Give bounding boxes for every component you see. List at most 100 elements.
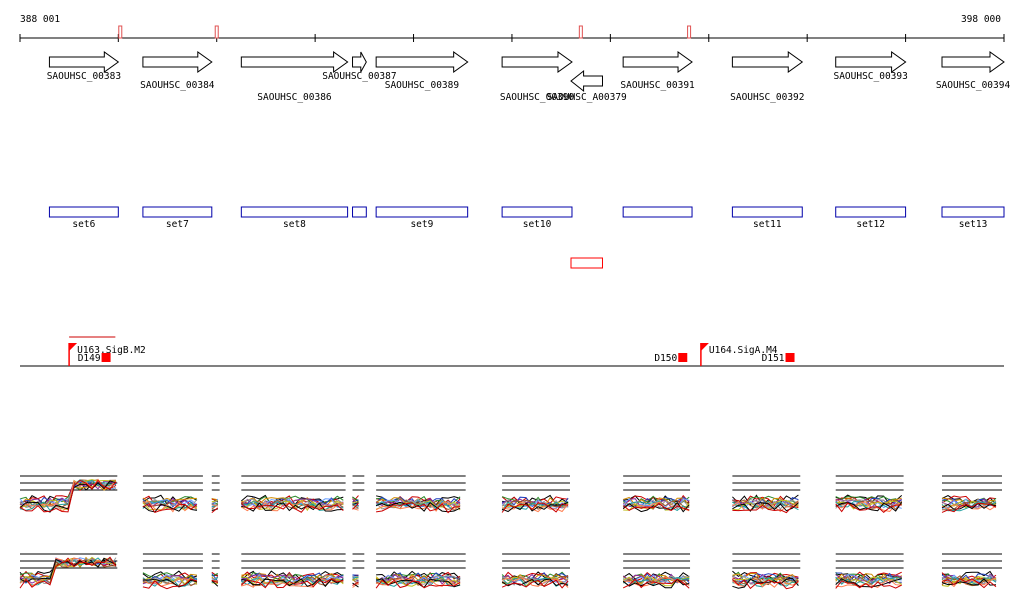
expression-line (732, 578, 799, 588)
gene-track: SAOUHSC_00383 SAOUHSC_00384 SAOUHSC_00386 S… (47, 51, 1010, 103)
terminator-marker (678, 353, 688, 362)
expression-line (732, 497, 799, 508)
expression-line (19, 556, 117, 589)
expression-line (501, 579, 569, 589)
expression-line (732, 499, 799, 511)
set-box (622, 206, 693, 218)
expression-line (241, 577, 344, 588)
terminator-label: D149 (78, 353, 101, 364)
set-box (941, 206, 1005, 218)
gene-arrow (375, 51, 469, 73)
expression-line (241, 502, 344, 512)
expression-line (352, 502, 359, 505)
promoter-label: U164.SigA.M4 (709, 345, 778, 356)
terminator-marker (785, 353, 795, 362)
promoter-label: U163.SigB.M2 (77, 345, 146, 356)
expression-line (622, 501, 690, 512)
expression-line (240, 578, 344, 589)
annotation-track: U163.SigB.M2 U164.SigA.M4 D149 D150 D151 (20, 336, 1004, 367)
expression-line (352, 574, 359, 576)
axis-highlight-mark (214, 25, 219, 39)
expression-line (352, 502, 359, 510)
expression-line (375, 576, 461, 588)
set-box (375, 206, 469, 218)
promoter-flag (69, 343, 78, 351)
expression-line (732, 501, 799, 513)
expression-line (241, 573, 344, 586)
axis-highlight-mark (578, 25, 583, 39)
axis-highlight-mark (118, 25, 123, 39)
expression-line (732, 504, 799, 514)
set-box (352, 206, 367, 218)
gene-label: SAOUHSC_00392 (730, 92, 804, 103)
expression-line (732, 579, 799, 590)
expression-line (142, 502, 198, 513)
expression-line (622, 576, 690, 587)
gene-label: SAOUHSC_00391 (620, 80, 695, 91)
gene-label: SAOUHSC_00386 (257, 92, 332, 103)
expression-line (241, 501, 344, 512)
set-label: set9 (410, 219, 433, 230)
set-box (142, 206, 213, 218)
expression-line (941, 502, 997, 513)
gene-label: SAOUHSC_00384 (140, 80, 215, 91)
set-box (240, 206, 349, 218)
terminator-label: D151 (762, 353, 785, 364)
expression-track (19, 475, 1002, 514)
gene-arrow (142, 51, 213, 73)
gene-arrow (501, 51, 573, 73)
expression-line (142, 578, 197, 587)
terminator-marker (101, 353, 111, 362)
expression-line (352, 577, 359, 581)
expression-line (352, 501, 359, 504)
red-box-track (570, 257, 603, 269)
gene-arrow (240, 51, 349, 73)
gene-label: SAOUHSC_00393 (833, 71, 907, 82)
expression-line (501, 577, 569, 588)
expression-line (835, 578, 902, 588)
expression-line (19, 479, 117, 513)
axis-start-label: 388 001 (20, 14, 60, 25)
promoter-flag (700, 343, 709, 351)
expression-line (375, 501, 461, 513)
expression-line (941, 575, 997, 587)
axis-highlight-mark (687, 25, 692, 39)
set-box (731, 206, 803, 218)
set-box (501, 206, 573, 218)
expression-line (732, 574, 799, 586)
expression-line (19, 479, 117, 509)
set-box (48, 206, 119, 218)
set-label: set11 (753, 219, 782, 230)
expression-line (622, 502, 690, 512)
coordinate-axis: 388 001 398 000 (19, 14, 1005, 42)
expression-line (732, 502, 799, 512)
set-label: set8 (283, 219, 306, 230)
expression-line (211, 580, 219, 587)
expression-line (241, 577, 344, 588)
expression-line (835, 579, 902, 588)
terminator-label: D150 (654, 353, 677, 364)
expression-line (211, 498, 218, 501)
expression-line (352, 582, 359, 588)
expression-track (19, 553, 1002, 590)
gene-arrow (48, 51, 120, 73)
expression-line (241, 574, 344, 585)
gene-arrow (570, 69, 603, 93)
expression-line (352, 581, 359, 586)
expression-line (501, 502, 569, 513)
expression-line (352, 499, 359, 503)
expression-line (211, 504, 218, 507)
expression-line (240, 495, 344, 507)
gene-arrow (731, 51, 804, 73)
gene-arrow (352, 51, 367, 73)
expression-line (19, 557, 117, 585)
expression-line (142, 494, 198, 505)
set-label: set7 (166, 219, 189, 230)
set-label: set13 (959, 219, 988, 230)
set-label: set6 (72, 219, 95, 230)
expression-line (942, 500, 997, 511)
expression-line (375, 579, 461, 589)
gene-label: SAOUHSC_00390 (500, 92, 575, 103)
expression-line (211, 573, 219, 582)
expression-line (19, 557, 117, 583)
